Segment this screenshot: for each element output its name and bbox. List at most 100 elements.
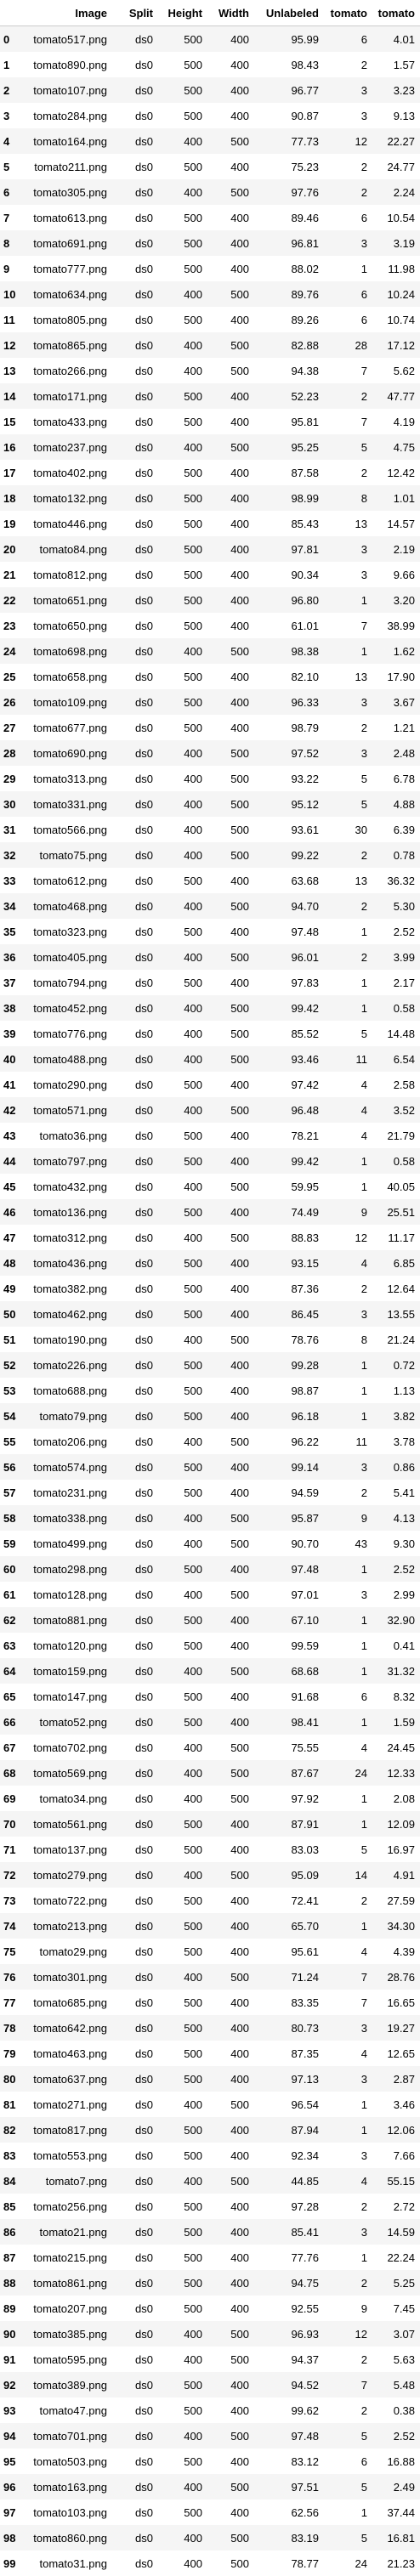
- height-cell: 500: [158, 77, 207, 103]
- width-cell: 500: [207, 1174, 254, 1199]
- height-cell: 400: [158, 1327, 207, 1352]
- height-cell: 500: [158, 230, 207, 256]
- tomato-count-cell: 14: [324, 1862, 372, 1888]
- row-index: 40: [0, 1046, 26, 1072]
- width-cell: 400: [207, 2372, 254, 2398]
- split-cell: ds0: [112, 434, 158, 460]
- row-index: 78: [0, 2015, 26, 2041]
- tomato-count-cell: 3: [324, 230, 372, 256]
- split-cell: ds0: [112, 2525, 158, 2551]
- image-cell: tomato79.png: [26, 1403, 112, 1429]
- tomato-percent-cell: 25.51: [372, 1199, 420, 1225]
- image-cell: tomato698.png: [26, 638, 112, 664]
- tomato-percent-cell: 3.07: [372, 2321, 420, 2347]
- unlabeled-cell: 97.81: [254, 536, 324, 562]
- split-cell: ds0: [112, 1913, 158, 1939]
- tomato-percent-cell: 10.54: [372, 205, 420, 230]
- image-cell: tomato650.png: [26, 613, 112, 638]
- tomato-percent-cell: 19.27: [372, 2015, 420, 2041]
- unlabeled-cell: 78.76: [254, 1327, 324, 1352]
- row-index: 7: [0, 205, 26, 230]
- tomato-count-cell: 1: [324, 1403, 372, 1429]
- unlabeled-cell: 94.75: [254, 2270, 324, 2296]
- unlabeled-cell: 87.91: [254, 1811, 324, 1837]
- tomato-count-cell: 3: [324, 1582, 372, 1607]
- image-cell: tomato147.png: [26, 1684, 112, 1709]
- tomato-count-cell: 24: [324, 1760, 372, 1786]
- unlabeled-cell: 96.80: [254, 587, 324, 613]
- width-cell: 400: [207, 307, 254, 332]
- height-cell: 500: [158, 1378, 207, 1403]
- tomato-percent-cell: 2.48: [372, 740, 420, 766]
- split-cell: ds0: [112, 1378, 158, 1403]
- split-cell: ds0: [112, 2092, 158, 2117]
- width-cell: 400: [207, 485, 254, 511]
- split-cell: ds0: [112, 1276, 158, 1301]
- unlabeled-cell: 71.24: [254, 1964, 324, 1990]
- split-cell: ds0: [112, 664, 158, 689]
- split-cell: ds0: [112, 383, 158, 409]
- tomato-percent-cell: 2.08: [372, 1786, 420, 1811]
- tomato-percent-cell: 11.17: [372, 1225, 420, 1250]
- tomato-percent-cell: 2.52: [372, 2423, 420, 2449]
- unlabeled-cell: 90.34: [254, 562, 324, 587]
- image-cell: tomato777.png: [26, 256, 112, 281]
- height-cell: 400: [158, 1735, 207, 1760]
- tomato-percent-cell: 3.46: [372, 2092, 420, 2117]
- height-cell: 400: [158, 817, 207, 842]
- tomato-percent-cell: 21.79: [372, 1123, 420, 1148]
- height-cell: 500: [158, 1072, 207, 1097]
- tomato-count-cell: 7: [324, 1964, 372, 1990]
- row-index: 82: [0, 2117, 26, 2143]
- row-index: 58: [0, 1505, 26, 1531]
- image-cell: tomato305.png: [26, 179, 112, 205]
- tomato-count-cell: 1: [324, 256, 372, 281]
- split-cell: ds0: [112, 1021, 158, 1046]
- width-cell: 500: [207, 1429, 254, 1454]
- height-cell: 400: [158, 2474, 207, 2500]
- row-index: 62: [0, 1607, 26, 1633]
- image-cell: tomato338.png: [26, 1505, 112, 1531]
- width-cell: 400: [207, 1480, 254, 1505]
- tomato-count-cell: 1: [324, 1556, 372, 1582]
- tomato-percent-cell: 7.66: [372, 2143, 420, 2168]
- unlabeled-cell: 97.01: [254, 1582, 324, 1607]
- image-cell: tomato436.png: [26, 1250, 112, 1276]
- tomato-percent-cell: 5.41: [372, 1480, 420, 1505]
- split-cell: ds0: [112, 1684, 158, 1709]
- image-cell: tomato446.png: [26, 511, 112, 536]
- unlabeled-cell: 80.73: [254, 2015, 324, 2041]
- row-index: 36: [0, 944, 26, 970]
- row-index: 65: [0, 1684, 26, 1709]
- width-cell: 500: [207, 2474, 254, 2500]
- unlabeled-cell: 88.02: [254, 256, 324, 281]
- unlabeled-cell: 65.70: [254, 1913, 324, 1939]
- split-cell: ds0: [112, 281, 158, 307]
- split-cell: ds0: [112, 1046, 158, 1072]
- width-cell: 400: [207, 2143, 254, 2168]
- unlabeled-cell: 74.49: [254, 1199, 324, 1225]
- split-cell: ds0: [112, 2143, 158, 2168]
- split-cell: ds0: [112, 1837, 158, 1862]
- row-index: 88: [0, 2270, 26, 2296]
- width-cell: 500: [207, 179, 254, 205]
- image-cell: tomato171.png: [26, 383, 112, 409]
- unlabeled-cell: 96.77: [254, 77, 324, 103]
- split-cell: ds0: [112, 893, 158, 919]
- row-index: 18: [0, 485, 26, 511]
- tomato-percent-cell: 21.24: [372, 1327, 420, 1352]
- tomato-percent-cell: 3.23: [372, 77, 420, 103]
- image-cell: tomato776.png: [26, 1021, 112, 1046]
- image-cell: tomato279.png: [26, 1862, 112, 1888]
